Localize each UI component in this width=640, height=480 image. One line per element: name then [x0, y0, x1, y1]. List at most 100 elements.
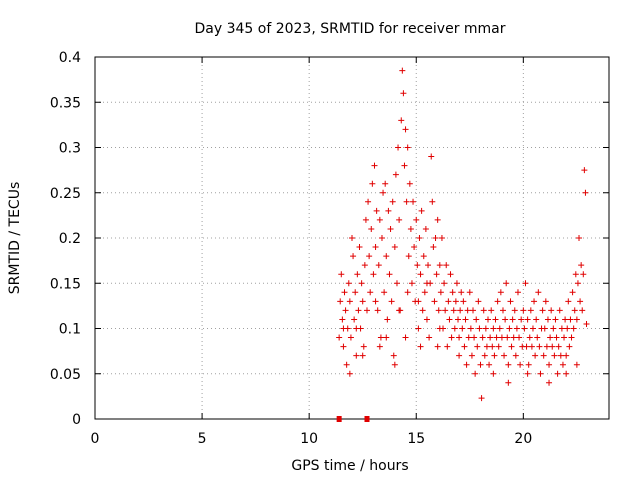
data-point: [398, 117, 405, 124]
chart-title: Day 345 of 2023, SRMTID for receiver mma…: [194, 21, 505, 37]
data-point: [354, 271, 361, 278]
x-tick-label: 0: [91, 431, 100, 447]
data-point: [479, 334, 486, 341]
data-point: [349, 235, 355, 241]
data-point: [380, 189, 387, 196]
data-point: [384, 316, 391, 323]
data-point: [444, 343, 451, 350]
data-point: [553, 334, 560, 341]
data-point: [534, 334, 541, 341]
data-point: [389, 198, 396, 205]
x-tick-label: 20: [514, 431, 532, 447]
data-point: [503, 280, 510, 287]
data-point: [416, 235, 423, 241]
data-point: [448, 334, 455, 341]
data-point: [430, 244, 437, 251]
data-point: [465, 334, 472, 341]
data-point: [366, 253, 373, 260]
data-point: [396, 216, 403, 223]
data-point: [347, 334, 354, 341]
data-point: [494, 298, 501, 305]
data-point: [378, 235, 385, 241]
data-point: [353, 352, 360, 359]
data-point: [356, 244, 363, 251]
data-point: [441, 280, 448, 287]
data-point: [353, 325, 360, 332]
data-point: [418, 207, 425, 214]
data-point: [512, 352, 519, 359]
data-point: [345, 280, 352, 287]
y-tick-label: 0.25: [50, 186, 81, 202]
data-point: [564, 325, 571, 332]
data-point: [456, 334, 463, 341]
data-point: [567, 316, 574, 323]
data-point: [568, 334, 575, 341]
data-point: [410, 198, 417, 205]
data-point: [352, 289, 359, 296]
data-point: [351, 316, 358, 323]
data-point: [486, 361, 493, 368]
data-point: [402, 126, 409, 133]
data-point: [580, 271, 587, 278]
data-point: [396, 307, 403, 314]
data-point: [450, 307, 457, 314]
data-point: [447, 271, 454, 278]
data-point: [581, 167, 588, 174]
data-point: [387, 225, 394, 232]
data-point: [497, 289, 504, 296]
data-point: [511, 307, 518, 314]
data-point: [510, 334, 517, 341]
data-point: [462, 316, 469, 323]
data-point: [457, 307, 464, 314]
data-point: [549, 343, 556, 350]
data-point: [393, 280, 400, 287]
data-point: [370, 271, 377, 278]
data-point: [420, 253, 427, 260]
data-point: [386, 271, 393, 278]
data-point: [436, 325, 443, 332]
data-point: [359, 352, 366, 359]
data-point: [456, 352, 463, 359]
data-point: [551, 352, 558, 359]
data-point: [563, 370, 570, 377]
data-point: [484, 316, 491, 323]
data-point: [546, 361, 553, 368]
data-point: [523, 343, 530, 350]
data-point: [487, 334, 494, 341]
data-point: [531, 298, 538, 305]
data-point: [376, 343, 383, 350]
data-point: [442, 307, 449, 314]
data-point: [435, 307, 442, 314]
data-point: [446, 316, 453, 323]
x-axis-label: GPS time / hours: [291, 458, 408, 474]
data-point: [390, 352, 397, 359]
data-point: [495, 343, 502, 350]
data-point: [381, 289, 388, 296]
data-point: [578, 262, 585, 269]
data-point: [546, 379, 553, 386]
data-point: [558, 325, 565, 332]
data-point: [490, 370, 497, 377]
data-point: [461, 343, 468, 350]
data-point: [399, 67, 406, 74]
data-point: [361, 262, 368, 269]
data-point: [423, 316, 430, 323]
data-point: [419, 307, 426, 314]
data-point: [343, 361, 350, 368]
x-tick-label: 10: [300, 431, 318, 447]
x-tick-label: 15: [407, 431, 425, 447]
data-point: [574, 280, 581, 287]
data-point: [369, 180, 376, 187]
data-point: [404, 289, 411, 296]
zero-markers: [336, 416, 370, 422]
data-point: [505, 361, 512, 368]
data-point: [504, 334, 511, 341]
data-point: [571, 307, 578, 314]
data-point: [565, 298, 572, 305]
data-point: [541, 325, 548, 332]
data-point: [371, 162, 378, 169]
data-point: [402, 334, 409, 341]
data-point: [583, 320, 590, 327]
data-point: [556, 307, 563, 314]
data-point: [471, 334, 478, 341]
